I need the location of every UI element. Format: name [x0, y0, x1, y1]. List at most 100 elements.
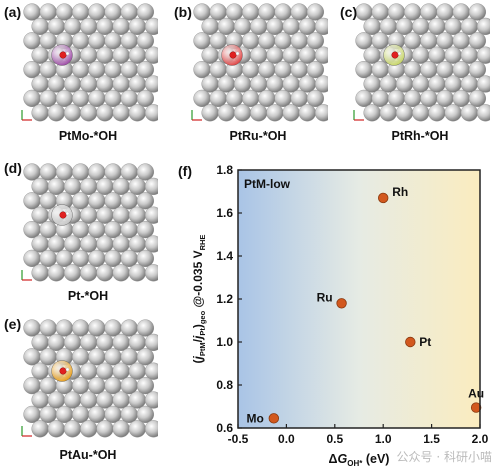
slab-atom — [88, 60, 106, 79]
slab-atom — [104, 192, 122, 210]
slab-atom — [452, 3, 470, 21]
slab-atom — [88, 89, 106, 107]
slab-atom — [298, 75, 316, 93]
slab-atom — [128, 75, 146, 93]
slab-atom — [306, 89, 324, 107]
slab-atom — [120, 192, 138, 210]
slab-atom — [96, 177, 114, 195]
slab-atom — [80, 362, 98, 380]
slab-atom — [274, 89, 292, 107]
slab-atom — [112, 206, 130, 224]
slab-atom — [63, 420, 82, 438]
slab-atom — [55, 405, 73, 423]
slab-atom — [80, 46, 98, 64]
slab-atom — [193, 3, 211, 21]
slab-atom — [306, 3, 324, 21]
chart-annotation: PtM-low — [244, 177, 291, 191]
slab-atom — [290, 60, 308, 79]
slab-atom — [47, 391, 65, 409]
slab-atom — [31, 17, 49, 35]
slab-atom — [39, 192, 57, 210]
slab-atom — [39, 249, 57, 267]
slab-atom — [88, 192, 106, 210]
slab-atom — [436, 3, 454, 21]
slab-atom — [31, 46, 49, 64]
slab-atom — [428, 104, 446, 122]
slab-atom — [23, 163, 41, 181]
slab-atom — [80, 177, 98, 195]
slab-atom — [120, 405, 138, 423]
slab-atom — [395, 75, 414, 93]
slab-atom — [55, 163, 73, 181]
slab-atom — [31, 264, 49, 282]
slab-model — [21, 3, 158, 122]
panel-caption: PtAu-*OH — [59, 448, 117, 462]
slab-atom — [104, 220, 122, 239]
slab-atom — [444, 17, 462, 35]
panel-label: (e) — [4, 316, 22, 332]
slab-atom — [96, 17, 114, 35]
slab-atom — [136, 32, 154, 50]
slab-atom — [444, 75, 462, 93]
slab-atom — [23, 32, 41, 50]
oxygen-atom — [59, 211, 67, 219]
slab-atom — [23, 192, 41, 210]
y-tick-label: 1.6 — [216, 206, 233, 220]
slab-atom — [298, 104, 316, 122]
slab-atom — [201, 46, 219, 64]
panel-e — [18, 316, 158, 466]
slab-atom — [71, 89, 90, 107]
panel-caption: PtRh-*OH — [391, 129, 449, 143]
slab-atom — [136, 3, 154, 21]
y-tick-label: 1.8 — [216, 163, 233, 177]
slab-atom — [403, 89, 422, 107]
slab-atom — [55, 249, 73, 267]
slab-atom — [403, 60, 422, 79]
slab-atom — [436, 89, 454, 107]
slab-atom — [47, 104, 65, 122]
slab-atom — [71, 60, 90, 79]
slab-atom — [39, 348, 57, 366]
slab-atom — [23, 220, 41, 239]
slab-atom — [71, 220, 90, 239]
slab-atom — [39, 3, 57, 21]
slab-atom — [136, 60, 154, 79]
slab-atom — [403, 32, 422, 50]
slab-atom — [47, 264, 65, 282]
x-tick-label: 2.0 — [472, 432, 489, 446]
point-label-rh: Rh — [392, 185, 408, 199]
data-point-rh — [377, 192, 389, 204]
slab-atom — [225, 89, 243, 107]
slab-atom — [80, 235, 98, 253]
y-tick-label: 0.6 — [216, 421, 233, 435]
slab-atom — [80, 206, 98, 224]
slab-atom — [217, 104, 235, 122]
slab-atom — [460, 17, 478, 35]
slab-atom — [63, 264, 82, 282]
slab-atom — [23, 249, 41, 267]
slab-atom — [144, 206, 158, 224]
panel-label: (b) — [174, 4, 192, 20]
slab-atom — [63, 391, 82, 409]
slab-atom — [266, 17, 284, 35]
slab-atom — [104, 348, 122, 366]
slab-atom — [47, 75, 65, 93]
slab-atom — [282, 75, 300, 93]
slab-atom — [63, 235, 82, 253]
slab-atom — [217, 75, 235, 93]
slab-atom — [71, 32, 90, 50]
slab-atom — [63, 17, 82, 35]
chart-label: (f) — [178, 163, 192, 179]
slab-atom — [225, 3, 243, 21]
slab-atom — [436, 32, 454, 50]
slab-atom — [274, 60, 292, 79]
slab-atom — [193, 32, 211, 50]
slab-atom — [412, 75, 430, 93]
panel-caption: PtRu-*OH — [229, 129, 287, 143]
slab-atom — [120, 32, 138, 50]
slab-atom — [266, 104, 284, 122]
slab-atom — [363, 46, 381, 64]
slab-atom — [428, 46, 446, 64]
oxygen-atom — [229, 51, 237, 59]
slab-atom — [128, 420, 146, 438]
